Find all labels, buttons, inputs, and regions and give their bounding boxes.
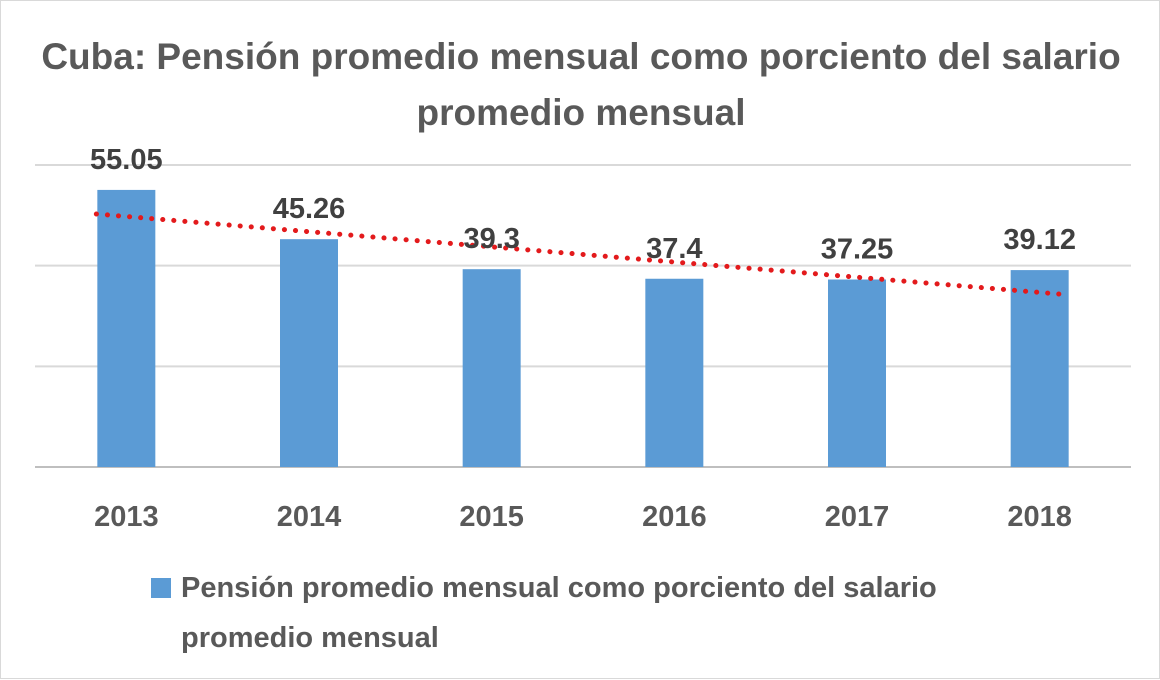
data-label: 45.26 <box>273 193 346 225</box>
data-label: 39.12 <box>1003 224 1076 256</box>
x-tick-label: 2017 <box>825 501 890 533</box>
bar <box>645 278 704 467</box>
data-label: 37.25 <box>821 234 894 266</box>
x-tick-label: 2018 <box>1007 501 1072 533</box>
bar <box>280 239 338 467</box>
bar <box>462 269 521 467</box>
data-label: 39.3 <box>463 223 519 255</box>
legend-label: Pensión promedio mensual como porciento … <box>181 572 937 654</box>
x-tick-label: 2014 <box>277 501 342 533</box>
x-tick-label: 2015 <box>459 501 524 533</box>
bar <box>97 189 156 468</box>
data-label: 37.4 <box>646 233 702 265</box>
chart-legend: Pensión promedio mensual como porciento … <box>151 563 1051 663</box>
trendline <box>93 211 1073 298</box>
x-tick-label: 2016 <box>642 501 707 533</box>
legend-swatch <box>151 578 171 598</box>
chart-title: Cuba: Pensión promedio mensual como porc… <box>41 36 1121 133</box>
bar <box>1010 270 1069 467</box>
x-tick-label: 2013 <box>94 501 159 533</box>
data-label: 55.05 <box>90 144 163 176</box>
bar <box>828 279 886 467</box>
